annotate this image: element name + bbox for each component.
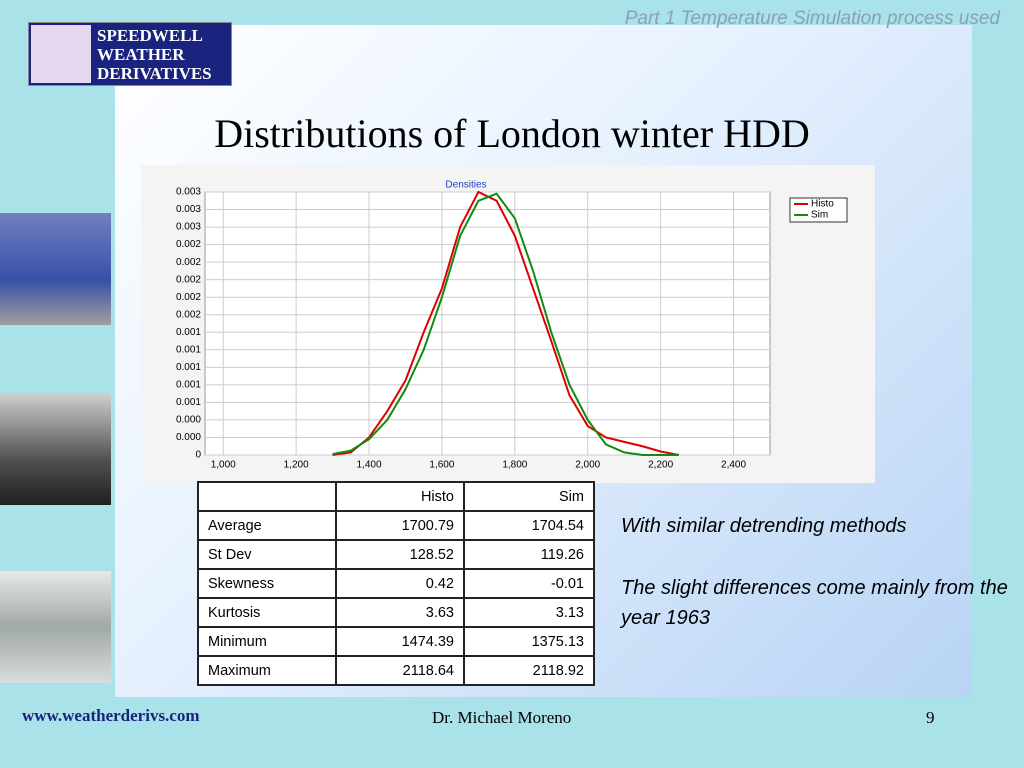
cell: Average bbox=[197, 510, 337, 541]
y-tick-label: 0.002 bbox=[176, 257, 201, 268]
header-cell: Sim bbox=[463, 481, 595, 512]
header-cell: Histo bbox=[335, 481, 465, 512]
y-tick-label: 0.001 bbox=[176, 362, 201, 373]
footer-url: www.weatherderivs.com bbox=[22, 706, 200, 725]
logo-icon bbox=[31, 25, 91, 83]
footer-author: Dr. Michael Moreno bbox=[432, 708, 572, 727]
x-tick-label: 1,400 bbox=[357, 460, 382, 471]
cell: Kurtosis bbox=[197, 597, 337, 628]
legend-label: Histo bbox=[811, 199, 834, 210]
cell: 119.26 bbox=[463, 539, 595, 570]
table-row: Kurtosis 3.63 3.13 bbox=[197, 597, 595, 628]
cell: Skewness bbox=[197, 568, 337, 599]
x-tick-label: 1,000 bbox=[211, 460, 236, 471]
cell: 1474.39 bbox=[335, 626, 465, 657]
series-line bbox=[332, 192, 679, 456]
slide-title: Distributions of London winter HDD bbox=[214, 111, 810, 156]
header-note: Part 1 Temperature Simulation process us… bbox=[624, 8, 1000, 29]
y-tick-label: 0.000 bbox=[176, 432, 201, 443]
y-tick-label: 0.001 bbox=[176, 344, 201, 355]
legend-label: Sim bbox=[811, 210, 828, 221]
y-tick-label: 0.002 bbox=[176, 292, 201, 303]
table-row: St Dev 128.52 119.26 bbox=[197, 539, 595, 570]
photo bbox=[0, 213, 111, 325]
y-tick-label: 0.001 bbox=[176, 380, 201, 391]
y-tick-label: 0.002 bbox=[176, 274, 201, 285]
x-tick-label: 1,800 bbox=[502, 460, 527, 471]
y-tick-label: 0.003 bbox=[176, 204, 201, 215]
cell: 2118.92 bbox=[463, 655, 595, 686]
y-tick-label: 0.000 bbox=[176, 415, 201, 426]
note: With similar detrending methods bbox=[621, 515, 907, 537]
cell: Maximum bbox=[197, 655, 337, 686]
table-row: Skewness 0.42 -0.01 bbox=[197, 568, 595, 599]
y-tick-label: 0.001 bbox=[176, 327, 201, 338]
series-line bbox=[332, 190, 680, 456]
x-tick-label: 1,600 bbox=[429, 460, 454, 471]
logo-text: SPEEDWELL WEATHER DERIVATIVES bbox=[97, 26, 212, 83]
y-tick-label: 0.003 bbox=[176, 187, 201, 198]
cell bbox=[197, 481, 337, 512]
x-tick-label: 1,200 bbox=[284, 460, 309, 471]
photo bbox=[0, 571, 111, 683]
x-tick-label: 2,200 bbox=[648, 460, 673, 471]
table-row: Minimum 1474.39 1375.13 bbox=[197, 626, 595, 657]
y-tick-label: 0 bbox=[195, 450, 201, 461]
table-row: Maximum 2118.64 2118.92 bbox=[197, 655, 595, 686]
plot-area bbox=[204, 191, 771, 456]
logo-line: SPEEDWELL bbox=[97, 26, 203, 45]
cell: 3.13 bbox=[463, 597, 595, 628]
y-tick-label: 0.003 bbox=[176, 222, 201, 233]
x-tick-label: 2,400 bbox=[721, 460, 746, 471]
cell: 128.52 bbox=[335, 539, 465, 570]
cell: 1704.54 bbox=[463, 510, 595, 541]
cell: 2118.64 bbox=[335, 655, 465, 686]
cell: 1700.79 bbox=[335, 510, 465, 541]
chart-title: Densities bbox=[445, 180, 486, 191]
y-tick-label: 0.002 bbox=[176, 309, 201, 320]
note: The slight differences come mainly from … bbox=[621, 577, 1008, 629]
y-tick-label: 0.001 bbox=[176, 397, 201, 408]
cell: 0.42 bbox=[335, 568, 465, 599]
page-number: 9 bbox=[926, 708, 935, 727]
table-header: Histo Sim bbox=[197, 481, 595, 512]
y-tick-label: 0.002 bbox=[176, 239, 201, 250]
cell: Minimum bbox=[197, 626, 337, 657]
chart: Densities 0 0.000 0.000 0.001 0.001 0.001 0.00… bbox=[141, 165, 875, 483]
logo-line: DERIVATIVES bbox=[97, 64, 212, 83]
logo: SPEEDWELL WEATHER DERIVATIVES bbox=[28, 22, 232, 86]
stats-table: Histo Sim Average 1700.79 1704.54 St Dev 128.… bbox=[197, 481, 595, 686]
logo-line: WEATHER bbox=[97, 45, 185, 64]
cell: 1375.13 bbox=[463, 626, 595, 657]
x-tick-label: 2,000 bbox=[575, 460, 600, 471]
cell: -0.01 bbox=[463, 568, 595, 599]
legend bbox=[789, 197, 848, 223]
table-row: Average 1700.79 1704.54 bbox=[197, 510, 595, 541]
cell: 3.63 bbox=[335, 597, 465, 628]
cell: St Dev bbox=[197, 539, 337, 570]
photo bbox=[0, 393, 111, 505]
